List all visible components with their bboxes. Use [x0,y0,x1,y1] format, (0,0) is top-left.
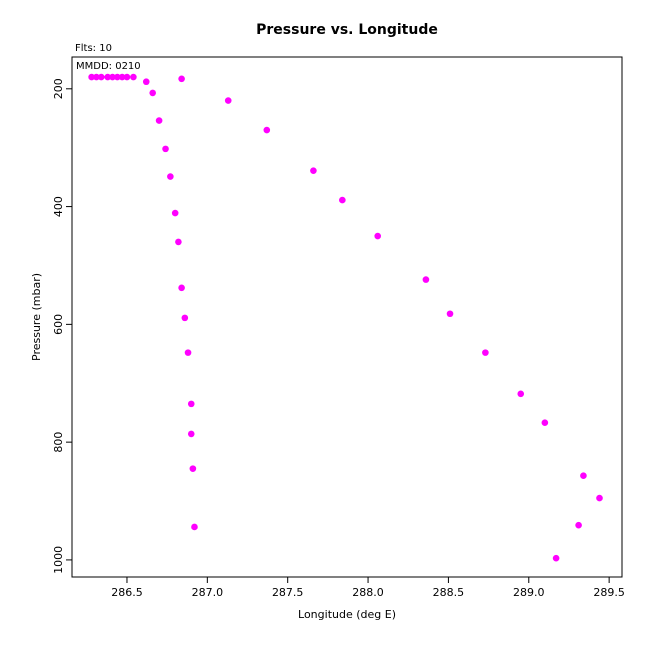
point [422,276,430,283]
point [189,465,197,472]
x-tick-label: 288.5 [433,586,465,599]
point [446,310,454,318]
point [88,73,95,81]
point [123,73,131,81]
point [580,472,587,480]
point [374,232,381,240]
point [167,173,174,180]
annotation: Flts: 10 [75,43,112,54]
y-tick-label: 400 [52,196,65,217]
chart-title: Pressure vs. Longitude [256,22,438,38]
y-tick-label: 200 [52,78,65,99]
y-tick-label: 800 [52,432,65,453]
point [191,523,198,531]
point [155,117,163,124]
y-tick-label: 1000 [52,546,65,574]
point [187,430,195,438]
x-tick-label: 286.5 [111,586,143,599]
point [482,349,489,356]
point [93,73,100,81]
point [97,73,105,81]
y-axis-label: Pressure (mbar) [30,273,43,361]
point [310,167,317,174]
point [118,73,126,81]
point [517,390,525,398]
point [541,419,549,427]
point [339,196,346,204]
point [187,400,195,408]
point [149,89,156,97]
point [178,75,185,83]
annotation: MMDD: 0210 [76,61,141,72]
x-tick-label: 289.5 [593,586,625,599]
y-tick-label: 600 [52,314,65,335]
point [130,73,137,81]
x-tick-label: 288.0 [352,586,384,599]
point [114,73,121,81]
point [171,209,179,217]
plot-frame [71,56,623,578]
x-tick-label: 289.0 [513,586,545,599]
point [162,145,169,153]
x-axis-label: Longitude (deg E) [298,608,396,621]
point [104,73,111,81]
x-tick-label: 287.5 [272,586,304,599]
point [184,349,192,356]
point [263,126,271,134]
point [109,73,116,81]
point [224,97,232,104]
point [552,554,560,562]
point [175,238,182,246]
point [596,494,603,502]
point [178,284,185,292]
point [142,78,150,86]
x-tick-label: 287.0 [192,586,224,599]
point [575,521,582,529]
point [181,314,189,322]
